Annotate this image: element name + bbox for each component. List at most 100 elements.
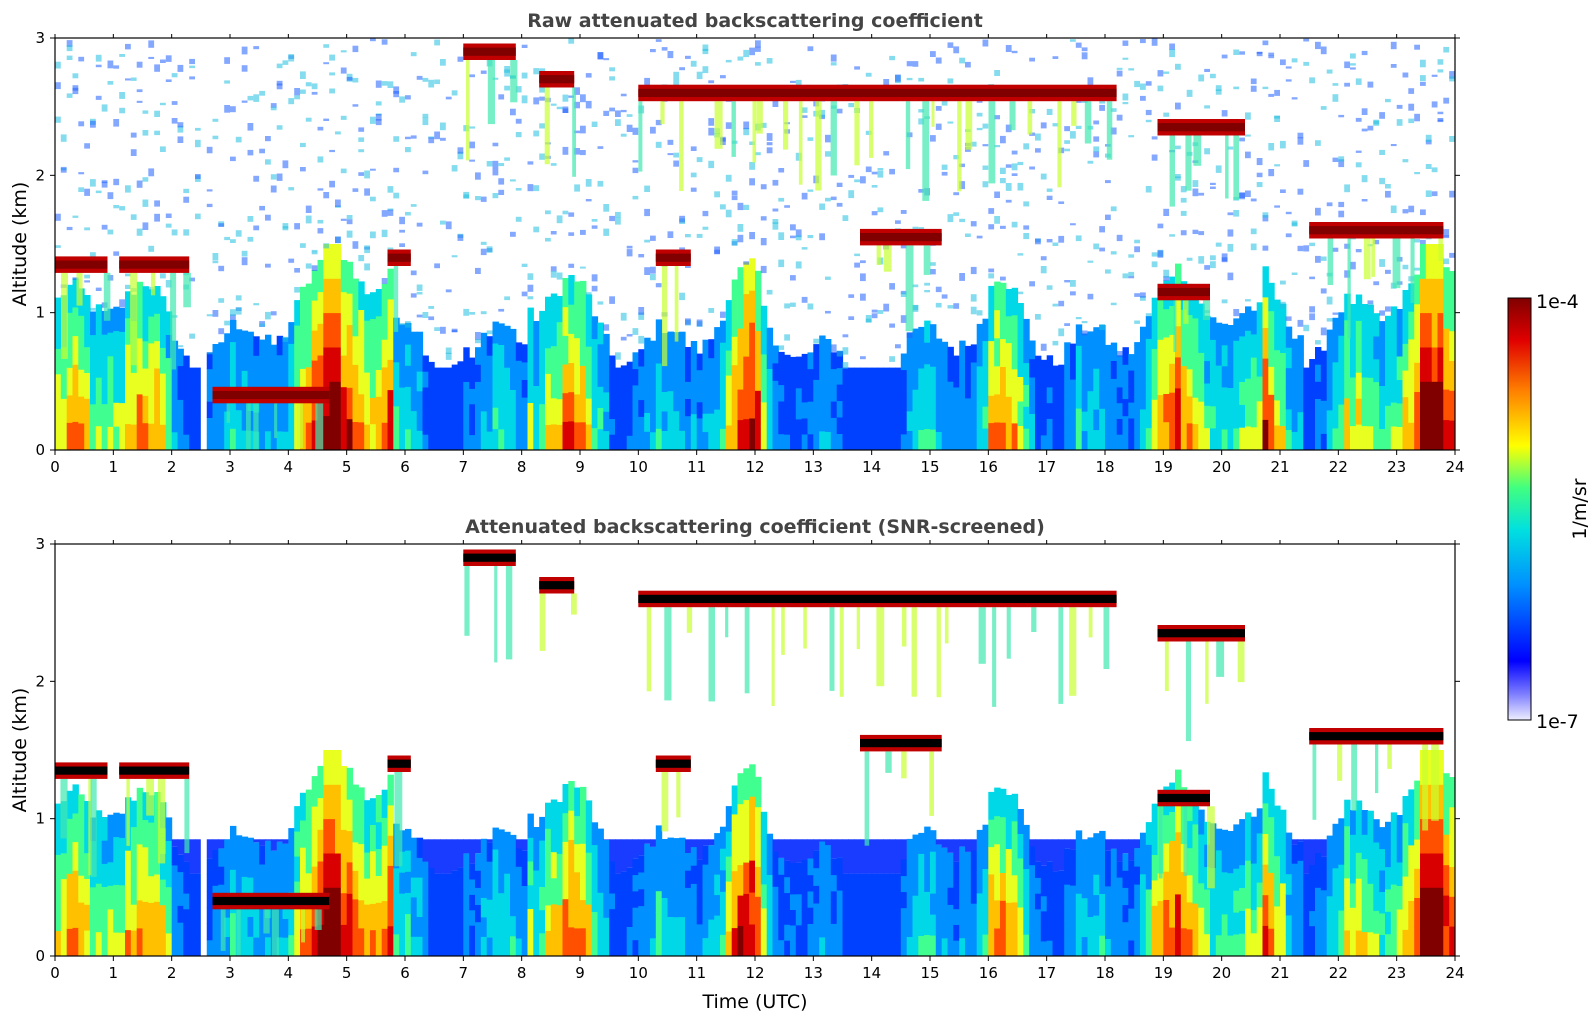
aerosol-cell bbox=[1443, 267, 1449, 298]
aerosol-cell bbox=[983, 912, 989, 934]
noise-cell bbox=[504, 157, 510, 160]
aerosol-cell bbox=[598, 323, 604, 345]
noise-cell bbox=[493, 193, 499, 198]
aerosol-cell bbox=[977, 324, 983, 346]
noise-cell bbox=[679, 293, 685, 300]
aerosol-cell bbox=[125, 903, 131, 930]
aerosol-cell bbox=[738, 834, 744, 865]
aerosol-cell bbox=[895, 381, 901, 395]
aerosol-cell bbox=[1292, 845, 1298, 864]
x-tick-label: 3 bbox=[225, 964, 235, 982]
noise-cell bbox=[1070, 223, 1076, 225]
aerosol-cell bbox=[1070, 850, 1076, 868]
aerosol-cell bbox=[347, 325, 353, 357]
noise-cell bbox=[1362, 129, 1368, 132]
noise-cell bbox=[347, 77, 353, 81]
aerosol-cell bbox=[1257, 833, 1263, 858]
noise-cell bbox=[195, 128, 201, 131]
aerosol-cell bbox=[446, 409, 452, 423]
x-tick-label: 0 bbox=[50, 458, 60, 476]
aerosol-cell bbox=[1041, 896, 1047, 912]
noise-cell bbox=[405, 321, 411, 328]
screened-cell bbox=[633, 839, 639, 858]
aerosol-cell bbox=[265, 335, 271, 355]
aerosol-cell bbox=[866, 368, 872, 382]
aerosol-cell bbox=[1385, 361, 1391, 384]
aerosol-cell bbox=[1303, 874, 1309, 888]
aerosol-cell bbox=[102, 910, 108, 934]
aerosol-cell bbox=[166, 887, 172, 911]
aerosol-cell bbox=[1338, 910, 1344, 933]
aerosol-cell bbox=[924, 385, 930, 407]
aerosol-cell bbox=[335, 922, 341, 957]
aerosol-cell bbox=[983, 890, 989, 912]
noise-cell bbox=[913, 61, 919, 67]
aerosol-cell bbox=[323, 347, 329, 382]
aerosol-cell bbox=[878, 915, 884, 929]
aerosol-cell bbox=[1245, 306, 1251, 330]
aerosol-cell bbox=[1146, 405, 1152, 428]
aerosol-cell bbox=[67, 929, 73, 957]
aerosol-cell bbox=[1210, 384, 1216, 407]
aerosol-cell bbox=[1333, 406, 1339, 429]
aerosol-cell bbox=[977, 429, 983, 451]
aerosol-cell bbox=[924, 891, 930, 913]
noise-cell bbox=[498, 190, 504, 195]
noise-cell bbox=[399, 230, 405, 233]
noise-cell bbox=[650, 267, 656, 274]
aerosol-cell bbox=[732, 393, 738, 422]
aerosol-cell bbox=[983, 825, 989, 847]
aerosol-cell bbox=[131, 853, 137, 879]
aerosol-cell bbox=[796, 925, 802, 941]
noise-cell bbox=[370, 169, 376, 171]
aerosol-cell bbox=[633, 417, 639, 434]
aerosol-cell bbox=[930, 914, 936, 936]
aerosol-cell bbox=[458, 926, 464, 941]
aerosol-cell bbox=[1420, 922, 1426, 957]
noise-cell bbox=[580, 230, 586, 235]
noise-cell bbox=[1146, 186, 1152, 193]
fall-streak bbox=[170, 273, 176, 370]
aerosol-cell bbox=[924, 364, 930, 386]
aerosol-cell bbox=[1373, 865, 1379, 888]
aerosol-cell bbox=[557, 322, 563, 348]
aerosol-cell bbox=[213, 868, 219, 886]
noise-cell bbox=[860, 273, 866, 281]
aerosol-cell bbox=[341, 829, 347, 861]
aerosol-cell bbox=[650, 359, 656, 378]
aerosol-cell bbox=[1012, 875, 1018, 903]
aerosol-cell bbox=[160, 424, 166, 450]
aerosol-cell bbox=[633, 369, 639, 386]
aerosol-cell bbox=[808, 434, 814, 451]
noise-cell bbox=[726, 60, 732, 63]
aerosol-cell bbox=[1123, 853, 1129, 871]
aerosol-cell bbox=[1239, 865, 1245, 888]
aerosol-cell bbox=[1408, 845, 1414, 873]
noise-cell bbox=[1333, 94, 1339, 102]
aerosol-cell bbox=[388, 865, 394, 896]
x-tick-label: 9 bbox=[575, 964, 585, 982]
noise-cell bbox=[703, 211, 709, 216]
aerosol-cell bbox=[148, 849, 154, 876]
fall-streak bbox=[1203, 300, 1210, 320]
aerosol-cell bbox=[621, 408, 627, 423]
aerosol-cell bbox=[662, 431, 668, 451]
aerosol-cell bbox=[1298, 374, 1304, 394]
noise-cell bbox=[1438, 112, 1444, 115]
noise-cell bbox=[802, 247, 808, 250]
noise-cell bbox=[959, 58, 965, 64]
aerosol-cell bbox=[1239, 359, 1245, 382]
aerosol-cell bbox=[1233, 384, 1239, 406]
aerosol-cell bbox=[312, 330, 318, 361]
aerosol-cell bbox=[522, 432, 528, 450]
noise-cell bbox=[1420, 75, 1426, 81]
aerosol-cell bbox=[1163, 843, 1169, 872]
noise-cell bbox=[784, 334, 790, 340]
aerosol-cell bbox=[808, 401, 814, 418]
aerosol-cell bbox=[615, 409, 621, 423]
noise-cell bbox=[1298, 246, 1304, 251]
aerosol-cell bbox=[802, 940, 808, 957]
screened-cell bbox=[469, 839, 475, 863]
aerosol-cell bbox=[347, 293, 353, 325]
aerosol-cell bbox=[498, 914, 504, 936]
